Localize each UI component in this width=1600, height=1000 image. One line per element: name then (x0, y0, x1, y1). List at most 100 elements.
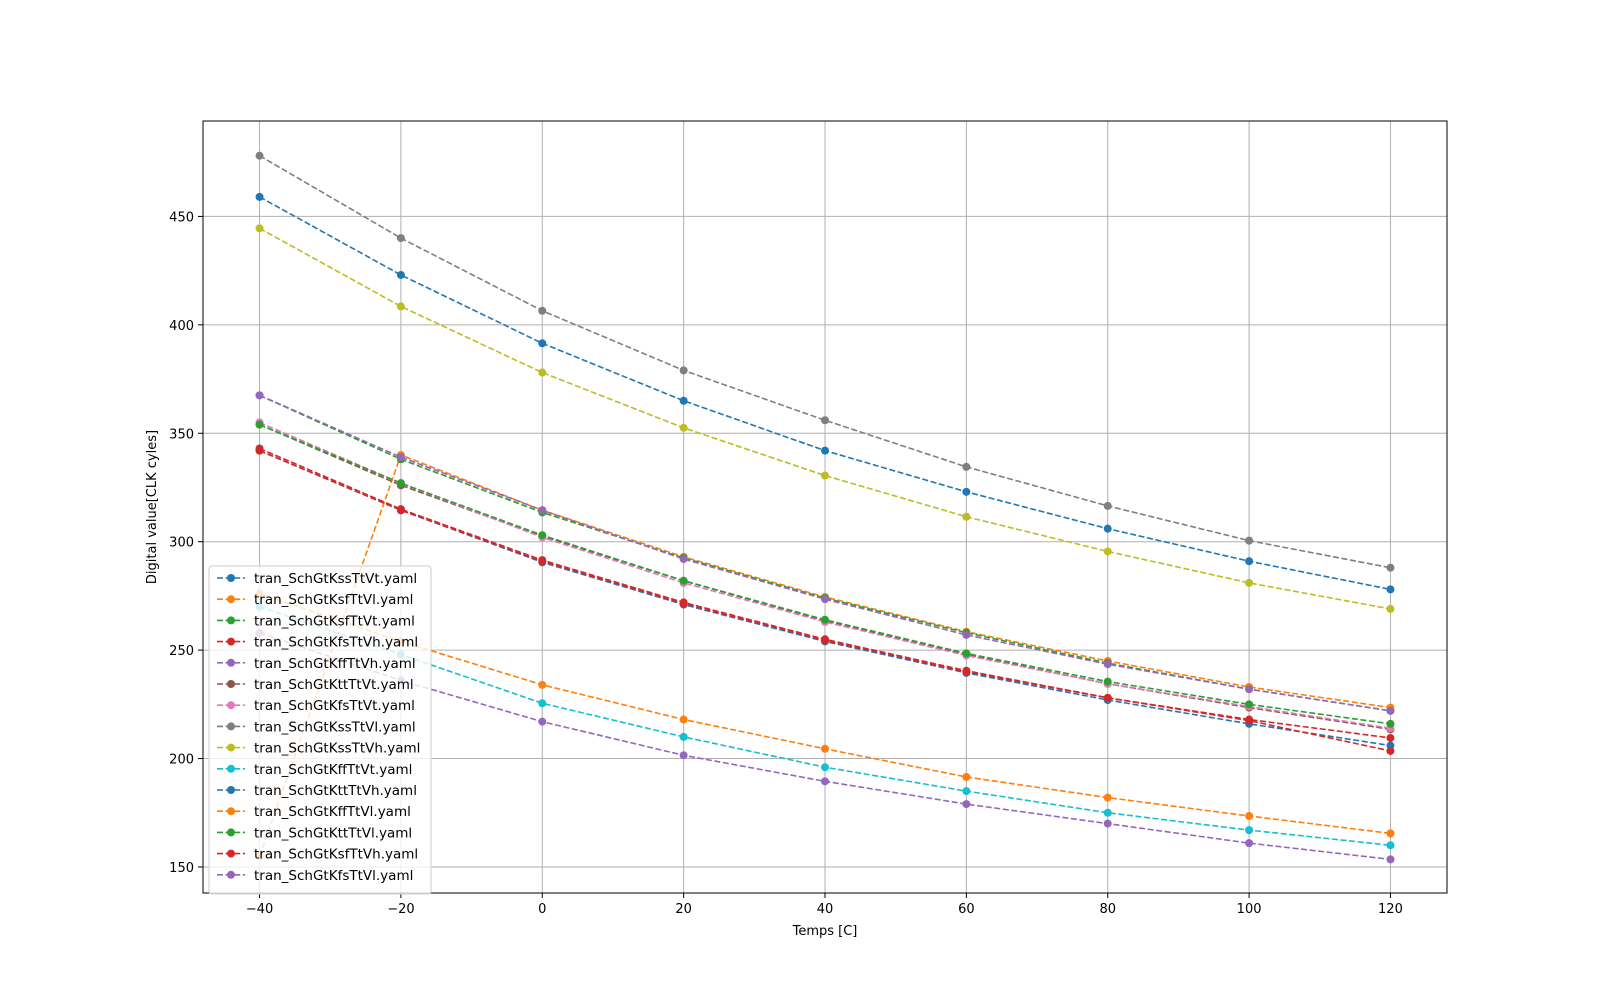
legend-marker (227, 616, 235, 625)
data-point (538, 368, 547, 377)
data-point (1245, 557, 1254, 566)
legend-marker (227, 743, 235, 752)
legend-label: tran_SchGtKfsTtVl.yaml (254, 868, 413, 884)
legend-marker (227, 637, 235, 646)
data-point (1245, 536, 1254, 545)
data-point (1103, 501, 1112, 510)
x-tick-label: 0 (538, 902, 546, 917)
legend-item: tran_SchGtKttTtVl.yaml (217, 825, 412, 841)
x-tick-label: 60 (958, 902, 975, 917)
data-point (1245, 826, 1254, 835)
series-9 (255, 224, 1395, 613)
data-point (538, 557, 547, 566)
legend-marker (227, 807, 235, 816)
data-point (679, 576, 688, 585)
y-tick-label: 450 (169, 210, 194, 225)
data-point (679, 732, 688, 741)
data-point (538, 306, 547, 315)
legend-label: tran_SchGtKssTtVt.yaml (254, 571, 417, 587)
y-axis: 150 200 250 300 350 400 450 (169, 210, 203, 876)
legend-item: tran_SchGtKssTtVl.yaml (217, 719, 416, 735)
data-point (679, 396, 688, 405)
series-1 (255, 192, 1395, 594)
data-point (255, 391, 264, 400)
legend-label: tran_SchGtKttTtVh.yaml (254, 783, 417, 799)
legend-label: tran_SchGtKffTtVh.yaml (254, 656, 416, 672)
data-point (1386, 585, 1395, 594)
legend-item: tran_SchGtKssTtVh.yaml (217, 741, 420, 757)
data-point (1103, 660, 1112, 669)
data-point (1245, 578, 1254, 587)
legend-marker (227, 680, 235, 688)
series-layer (255, 151, 1395, 864)
legend-item: tran_SchGtKttTtVh.yaml (217, 783, 417, 799)
legend-marker (227, 574, 235, 582)
data-point (1103, 808, 1112, 817)
series-8 (255, 151, 1395, 572)
data-point (538, 531, 547, 540)
legend-item: tran_SchGtKfsTtVl.yaml (217, 868, 413, 884)
data-point (962, 462, 971, 471)
legend-label: tran_SchGtKttTtVt.yaml (254, 677, 414, 693)
legend-item: tran_SchGtKfsTtVh.yaml (217, 635, 418, 651)
data-point (679, 366, 688, 375)
legend-label: tran_SchGtKssTtVl.yaml (254, 719, 416, 735)
series-14 (255, 446, 1395, 755)
data-point (1103, 819, 1112, 828)
data-point (538, 506, 547, 515)
legend-item: tran_SchGtKsfTtVl.yaml (217, 592, 413, 608)
data-point (962, 800, 971, 809)
legend-label: tran_SchGtKsfTtVt.yaml (254, 613, 415, 629)
data-point (396, 453, 405, 462)
data-point (1386, 841, 1395, 850)
x-axis-label: Temps [C] (792, 924, 858, 939)
y-tick-label: 350 (169, 427, 194, 442)
data-point (538, 699, 547, 708)
legend-item: tran_SchGtKsfTtVt.yaml (217, 613, 415, 629)
data-point (821, 763, 829, 772)
legend-item: tran_SchGtKsfTtVh.yaml (217, 847, 418, 863)
legend-marker (227, 701, 235, 710)
y-axis-label: Digital value[CLK cyles] (145, 430, 160, 584)
series-13 (255, 420, 1395, 728)
data-point (679, 599, 688, 608)
legend-label: tran_SchGtKfsTtVt.yaml (254, 698, 415, 714)
x-tick-label: 80 (1099, 902, 1116, 917)
data-point (962, 787, 971, 796)
series-5 (255, 391, 1395, 715)
data-point (1386, 746, 1395, 755)
data-point (962, 487, 971, 496)
data-point (396, 270, 405, 279)
data-point (1245, 716, 1254, 725)
legend-label: tran_SchGtKffTtVl.yaml (254, 804, 411, 820)
legend-label: tran_SchGtKfsTtVh.yaml (254, 635, 418, 651)
series-line (259, 421, 1391, 729)
data-point (962, 772, 971, 781)
data-point (255, 420, 264, 429)
legend: tran_SchGtKssTtVt.yaml tran_SchGtKsfTtVl.… (208, 565, 432, 895)
x-tick-label: −20 (387, 902, 414, 917)
data-point (1245, 700, 1254, 709)
data-point (1103, 793, 1112, 802)
grid (203, 121, 1447, 893)
data-point (1245, 685, 1254, 694)
data-point (1103, 677, 1112, 686)
data-point (1386, 706, 1395, 715)
data-point (396, 234, 405, 243)
data-point (255, 151, 264, 160)
series-line (259, 155, 1391, 569)
x-tick-label: 20 (675, 902, 692, 917)
legend-label: tran_SchGtKffTtVt.yaml (254, 762, 412, 778)
data-point (538, 680, 547, 689)
data-point (962, 649, 971, 658)
data-point (396, 479, 405, 488)
legend-label: tran_SchGtKttTtVl.yaml (254, 825, 412, 841)
data-point (1245, 812, 1254, 821)
data-point (679, 423, 688, 432)
data-point (821, 446, 829, 455)
data-point (962, 512, 971, 521)
series-12 (255, 589, 1395, 838)
y-tick-label: 300 (169, 536, 194, 551)
data-point (679, 751, 688, 760)
data-point (821, 615, 829, 624)
